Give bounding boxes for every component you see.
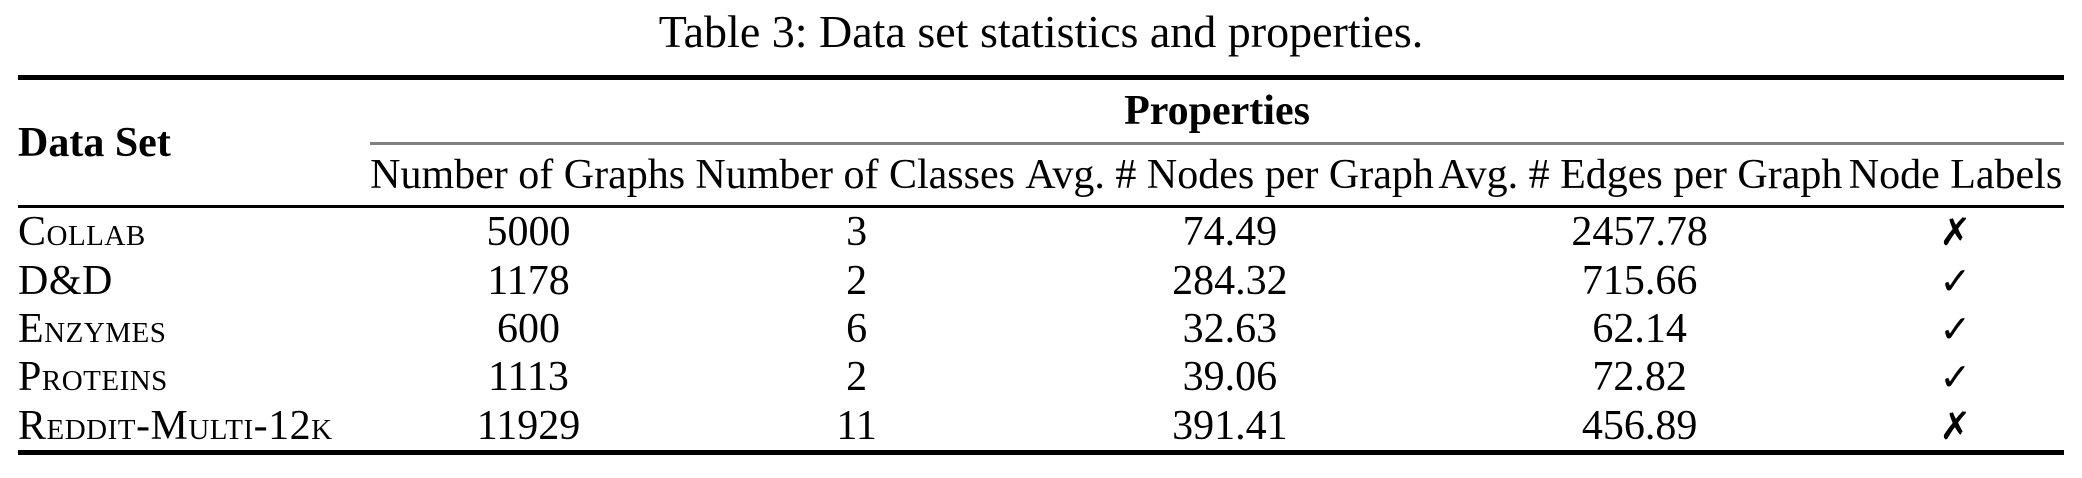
table-row: Enzymes 600 6 32.63 62.14 ✓	[18, 305, 2064, 353]
cell-avg-edges: 2457.78	[1571, 209, 1708, 256]
cell-avg-nodes: 32.63	[1182, 305, 1278, 352]
cell-avg-nodes: 284.32	[1172, 257, 1288, 304]
cell-num-classes: 11	[836, 402, 877, 449]
cell-avg-edges: 62.14	[1592, 305, 1687, 352]
node-labels-mark: ✗	[1939, 403, 1972, 448]
table-header: Data Set Properties Number of Graphs Num…	[18, 80, 2064, 208]
group-header-properties: Properties	[370, 80, 2064, 145]
cell-num-graphs: 1178	[487, 257, 570, 304]
cell-num-graphs: 5000	[486, 209, 571, 256]
column-header-avg-nodes: Avg. # Nodes per Graph	[1025, 152, 1434, 198]
table-caption: Table 3: Data set statistics and propert…	[658, 6, 1424, 57]
table-row: Proteins 1113 2 39.06 72.82 ✓	[18, 353, 2064, 401]
table-body: Collab 5000 3 74.49 2457.78 ✗ D&D 1178 2…	[18, 208, 2064, 455]
node-labels-mark: ✓	[1939, 258, 1972, 303]
node-labels-mark: ✗	[1939, 210, 1972, 255]
column-header-avg-edges: Avg. # Edges per Graph	[1438, 152, 1843, 198]
cell-avg-edges: 72.82	[1592, 354, 1687, 401]
cell-dataset-name: Collab	[18, 209, 146, 256]
cell-dataset-name: Enzymes	[18, 305, 167, 352]
cell-num-classes: 2	[846, 257, 868, 304]
cell-dataset-name: Reddit-Multi-12k	[18, 402, 333, 449]
table-row: Collab 5000 3 74.49 2457.78 ✗	[18, 208, 2064, 256]
cell-avg-nodes: 391.41	[1172, 402, 1288, 449]
cell-dataset-name: Proteins	[18, 354, 168, 401]
node-labels-mark: ✓	[1939, 355, 1972, 400]
table-row: D&D 1178 2 284.32 715.66 ✓	[18, 256, 2064, 304]
cell-dataset-name: D&D	[18, 257, 113, 304]
table-row: Reddit-Multi-12k 11929 11 391.41 456.89 …	[18, 402, 2064, 450]
node-labels-mark: ✓	[1939, 306, 1972, 351]
column-header-num-graphs: Number of Graphs	[370, 152, 686, 198]
cell-avg-edges: 456.89	[1581, 402, 1698, 449]
dataset-statistics-table: Data Set Properties Number of Graphs Num…	[18, 75, 2064, 455]
column-header-node-labels: Node Labels	[1848, 152, 2063, 198]
cell-num-classes: 3	[846, 209, 868, 256]
cell-num-graphs: 1113	[488, 354, 569, 401]
column-header-num-classes: Number of Classes	[695, 152, 1015, 198]
column-header-dataset: Data Set	[18, 119, 171, 166]
cell-avg-nodes: 39.06	[1182, 354, 1278, 401]
cell-avg-edges: 715.66	[1581, 257, 1698, 304]
cell-avg-nodes: 74.49	[1182, 209, 1278, 256]
cell-num-classes: 6	[846, 305, 868, 352]
cell-num-graphs: 600	[496, 305, 560, 352]
cell-num-graphs: 11929	[476, 402, 581, 449]
cell-num-classes: 2	[846, 354, 868, 401]
